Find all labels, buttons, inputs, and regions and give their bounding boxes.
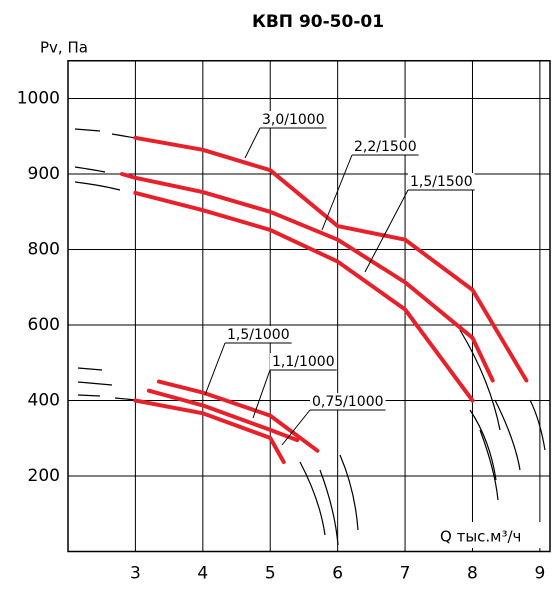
y-tick-label: 900	[28, 164, 60, 184]
curve-extension	[530, 400, 545, 450]
x-tick-label: 8	[467, 564, 478, 584]
x-tick-label: 3	[130, 564, 141, 584]
series-label: 1,5/1500	[410, 174, 473, 190]
curve-extension	[340, 455, 358, 530]
leader-line	[205, 343, 225, 395]
curve-extension	[78, 368, 102, 370]
leader-line	[245, 128, 260, 158]
y-tick-label: 200	[28, 466, 60, 486]
curve-extension	[78, 395, 100, 396]
series-label: 1,1/1000	[272, 354, 335, 370]
series-label: 2,2/1500	[354, 139, 417, 155]
curve-extension	[320, 470, 338, 545]
curve-extension	[480, 430, 498, 500]
curve-extension	[495, 400, 520, 470]
x-tick-label: 4	[197, 564, 208, 584]
chart: КВП 90-50-01 Pv, Па 200 400 600 800 900 1000 3…	[0, 0, 557, 588]
y-axis-label: Pv, Па	[40, 39, 88, 57]
x-tick-label: 6	[332, 564, 343, 584]
curve-extension	[75, 129, 100, 131]
x-tick-label: 7	[400, 564, 411, 584]
series-label: 3,0/1000	[262, 112, 325, 128]
y-tick-label: 800	[28, 240, 60, 260]
series-label: 1,5/1000	[227, 327, 290, 343]
plot-frame	[68, 61, 550, 552]
curve-extension	[75, 167, 105, 172]
curve-extension	[75, 182, 120, 190]
x-tick-label: 5	[265, 564, 276, 584]
y-tick-label: 1000	[17, 89, 60, 109]
x-tick-label: 9	[534, 564, 545, 584]
leader-line	[322, 155, 352, 230]
y-tick-label: 600	[28, 315, 60, 335]
series-label: 0,75/1000	[312, 394, 384, 410]
chart-title: КВП 90-50-01	[252, 12, 384, 32]
curve-extension	[78, 382, 112, 385]
x-axis-label: Q тыс.м³/ч	[440, 528, 521, 546]
y-tick-label: 400	[28, 391, 60, 411]
